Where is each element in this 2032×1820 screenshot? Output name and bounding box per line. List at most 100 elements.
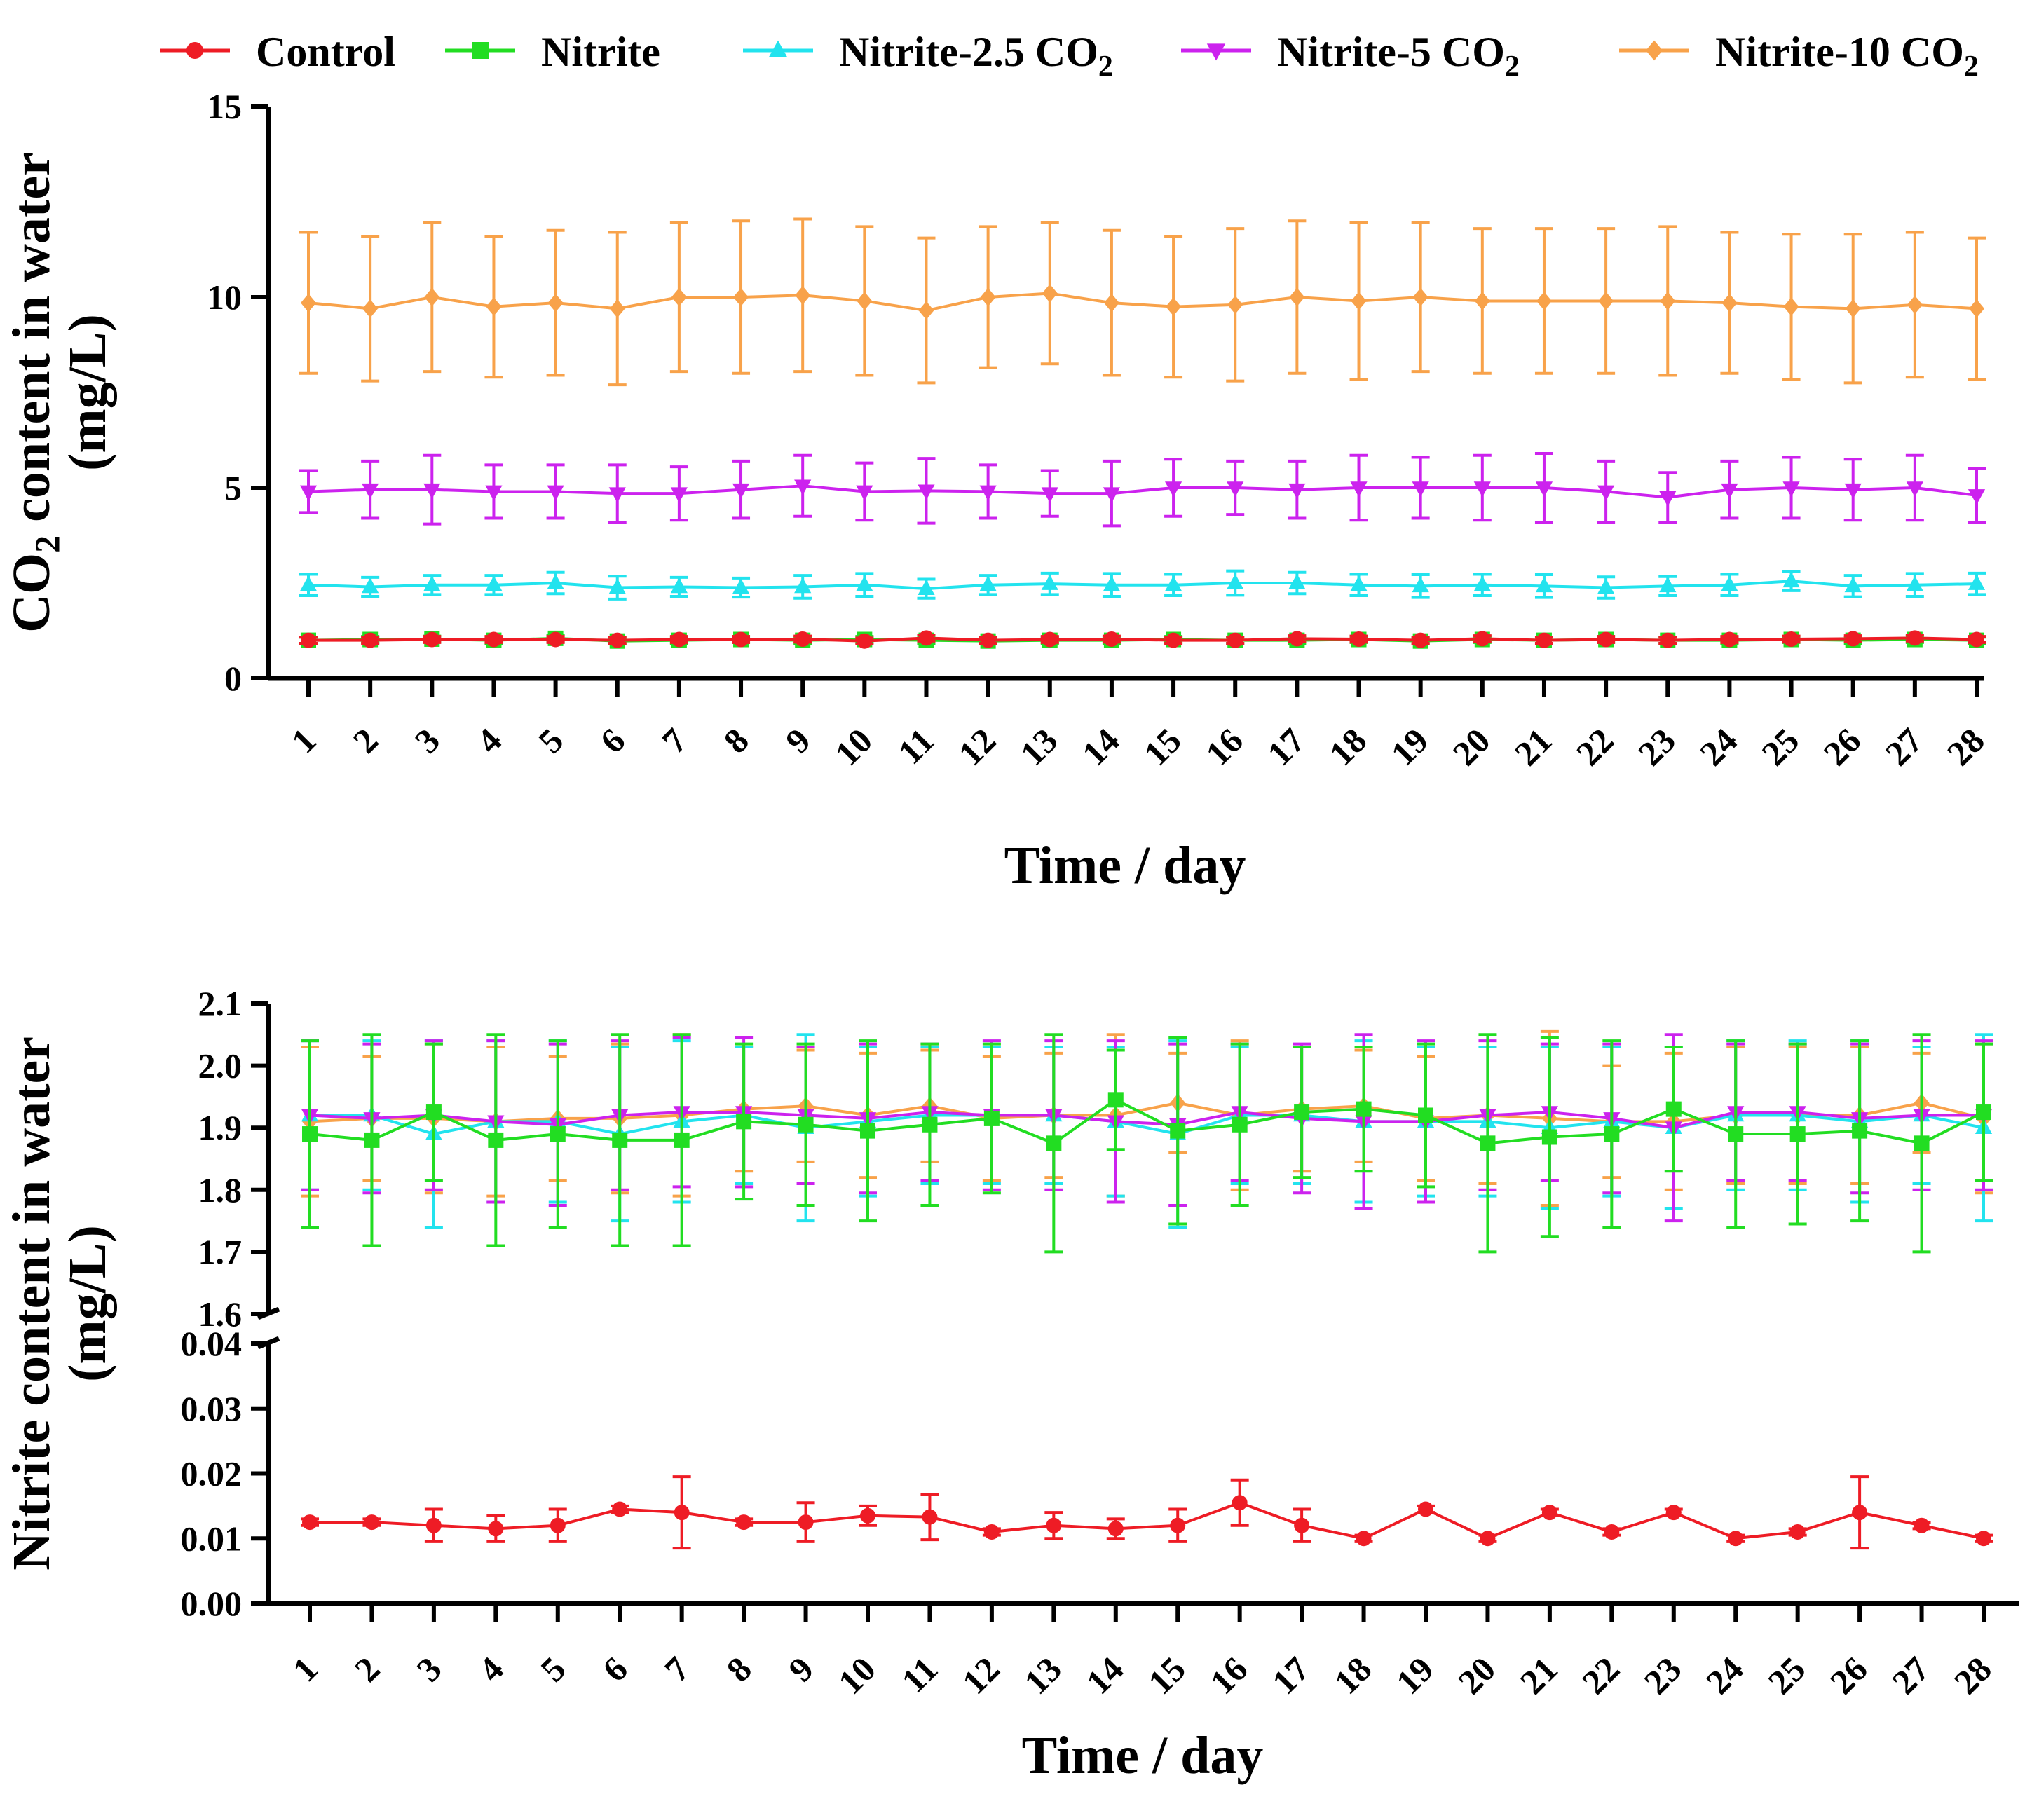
x-tick-label: 10 — [827, 720, 880, 773]
x-tick-label: 11 — [894, 1649, 945, 1700]
chart-nitrite-content: 1.6 1.7 1.8 1.9 2.0 2.1 0.00 0.01 0.02 0.03 0.04 1… — [2, 984, 2019, 1785]
data-point — [1288, 483, 1306, 499]
data-point — [857, 292, 873, 310]
data-point — [1351, 631, 1367, 647]
x-tick-label: 21 — [1513, 1649, 1565, 1702]
x-tick-label: 15 — [1140, 1649, 1193, 1702]
data-point — [1598, 292, 1614, 310]
data-point — [488, 1521, 504, 1537]
data-point — [1107, 1092, 1124, 1108]
x-tick-label: 4 — [469, 720, 509, 760]
data-point — [1598, 631, 1614, 648]
series-line — [310, 1501, 1984, 1540]
data-point — [1103, 631, 1119, 647]
data-point — [1541, 1129, 1557, 1145]
data-point — [1844, 483, 1862, 499]
data-point — [364, 1514, 380, 1531]
x-tick-label: 28 — [1939, 720, 1992, 773]
data-point — [423, 575, 441, 591]
x-tick-label: 19 — [1389, 1649, 1441, 1702]
y-tick-label: 0.04 — [181, 1324, 243, 1363]
data-point — [1289, 287, 1305, 307]
data-point — [1844, 577, 1862, 593]
data-point — [1783, 297, 1799, 316]
data-point — [983, 1110, 1000, 1126]
legend-marker — [1646, 40, 1663, 61]
data-point — [1473, 575, 1491, 591]
data-point — [736, 1514, 752, 1531]
x-tick-label: 16 — [1198, 720, 1250, 773]
data-point — [1232, 1495, 1248, 1511]
data-point — [299, 485, 318, 501]
x-tick-label: 9 — [781, 1649, 821, 1689]
data-point — [1914, 1135, 1930, 1151]
data-point — [1659, 491, 1677, 507]
data-point — [485, 575, 503, 591]
y-tick-label: 10 — [207, 278, 242, 317]
legend-item-nitrite: Nitrite — [445, 29, 660, 75]
data-point — [918, 484, 935, 500]
data-point — [1914, 1517, 1930, 1533]
series-nitrite-10-co2 — [299, 217, 1986, 387]
data-point — [1474, 292, 1490, 310]
x-tick-label: 5 — [531, 720, 571, 760]
x-axis-title: Time / day — [1022, 1726, 1264, 1785]
data-point — [362, 632, 379, 648]
series-layer — [301, 1029, 1993, 1550]
series-line — [309, 1098, 1984, 1145]
x-tick-label: 20 — [1450, 1649, 1503, 1702]
y-tick-label: 0.01 — [181, 1519, 243, 1558]
x-tick-label: 26 — [1816, 720, 1869, 773]
data-point — [424, 631, 440, 648]
data-point — [1351, 292, 1367, 310]
data-point — [795, 286, 811, 305]
data-point — [1412, 632, 1428, 648]
y-tick-label: 1.9 — [198, 1108, 243, 1147]
x-tick-label: 4 — [471, 1649, 511, 1689]
series-line — [308, 580, 1977, 591]
data-point — [362, 483, 379, 499]
data-point — [608, 578, 626, 594]
x-tick-label: 1 — [284, 720, 324, 760]
x-tick-label: 26 — [1822, 1649, 1875, 1702]
data-point — [1418, 1501, 1433, 1517]
legend-item-n5: Nitrite-5 CO2 — [1181, 29, 1520, 83]
data-point — [488, 1132, 504, 1148]
data-point — [1969, 631, 1984, 648]
x-tick-label: 23 — [1630, 720, 1683, 773]
legend-label: Nitrite-10 CO2 — [1715, 29, 1979, 83]
data-point — [1906, 575, 1923, 591]
data-point — [860, 1507, 875, 1524]
data-point — [1412, 481, 1429, 498]
x-tick-label: 11 — [890, 720, 941, 772]
x-tick-label: 28 — [1946, 1649, 1999, 1702]
legend: Control Nitrite Nitrite-2.5 CO2 Nitrite-5 C… — [160, 29, 1979, 83]
data-point — [732, 483, 750, 499]
data-point — [1164, 481, 1182, 498]
data-point — [1782, 481, 1800, 498]
x-tick-label: 2 — [346, 720, 386, 760]
data-point — [1660, 632, 1676, 648]
data-point — [612, 1501, 628, 1517]
data-point — [1852, 1505, 1868, 1521]
x-tick-label: 19 — [1383, 720, 1436, 773]
legend-item-control: Control — [160, 29, 395, 75]
data-point — [1721, 293, 1738, 313]
data-point — [612, 1132, 628, 1148]
data-point — [860, 1123, 875, 1139]
data-point — [922, 1116, 938, 1133]
legend-label: Nitrite-5 CO2 — [1277, 29, 1520, 83]
data-point — [980, 287, 996, 307]
x-tick-label: 3 — [409, 1649, 449, 1689]
x-tick-label: 10 — [831, 1649, 883, 1702]
x-tick-label: 14 — [1075, 720, 1127, 773]
y-tick-label: 1.8 — [198, 1170, 243, 1210]
data-point — [485, 485, 503, 501]
x-tick-label: 13 — [1013, 720, 1065, 773]
data-point — [671, 631, 687, 648]
data-point — [1789, 1524, 1806, 1540]
data-point — [1103, 575, 1121, 591]
data-point — [1845, 631, 1861, 647]
data-point — [302, 1514, 318, 1531]
x-tick-label: 8 — [716, 720, 756, 760]
